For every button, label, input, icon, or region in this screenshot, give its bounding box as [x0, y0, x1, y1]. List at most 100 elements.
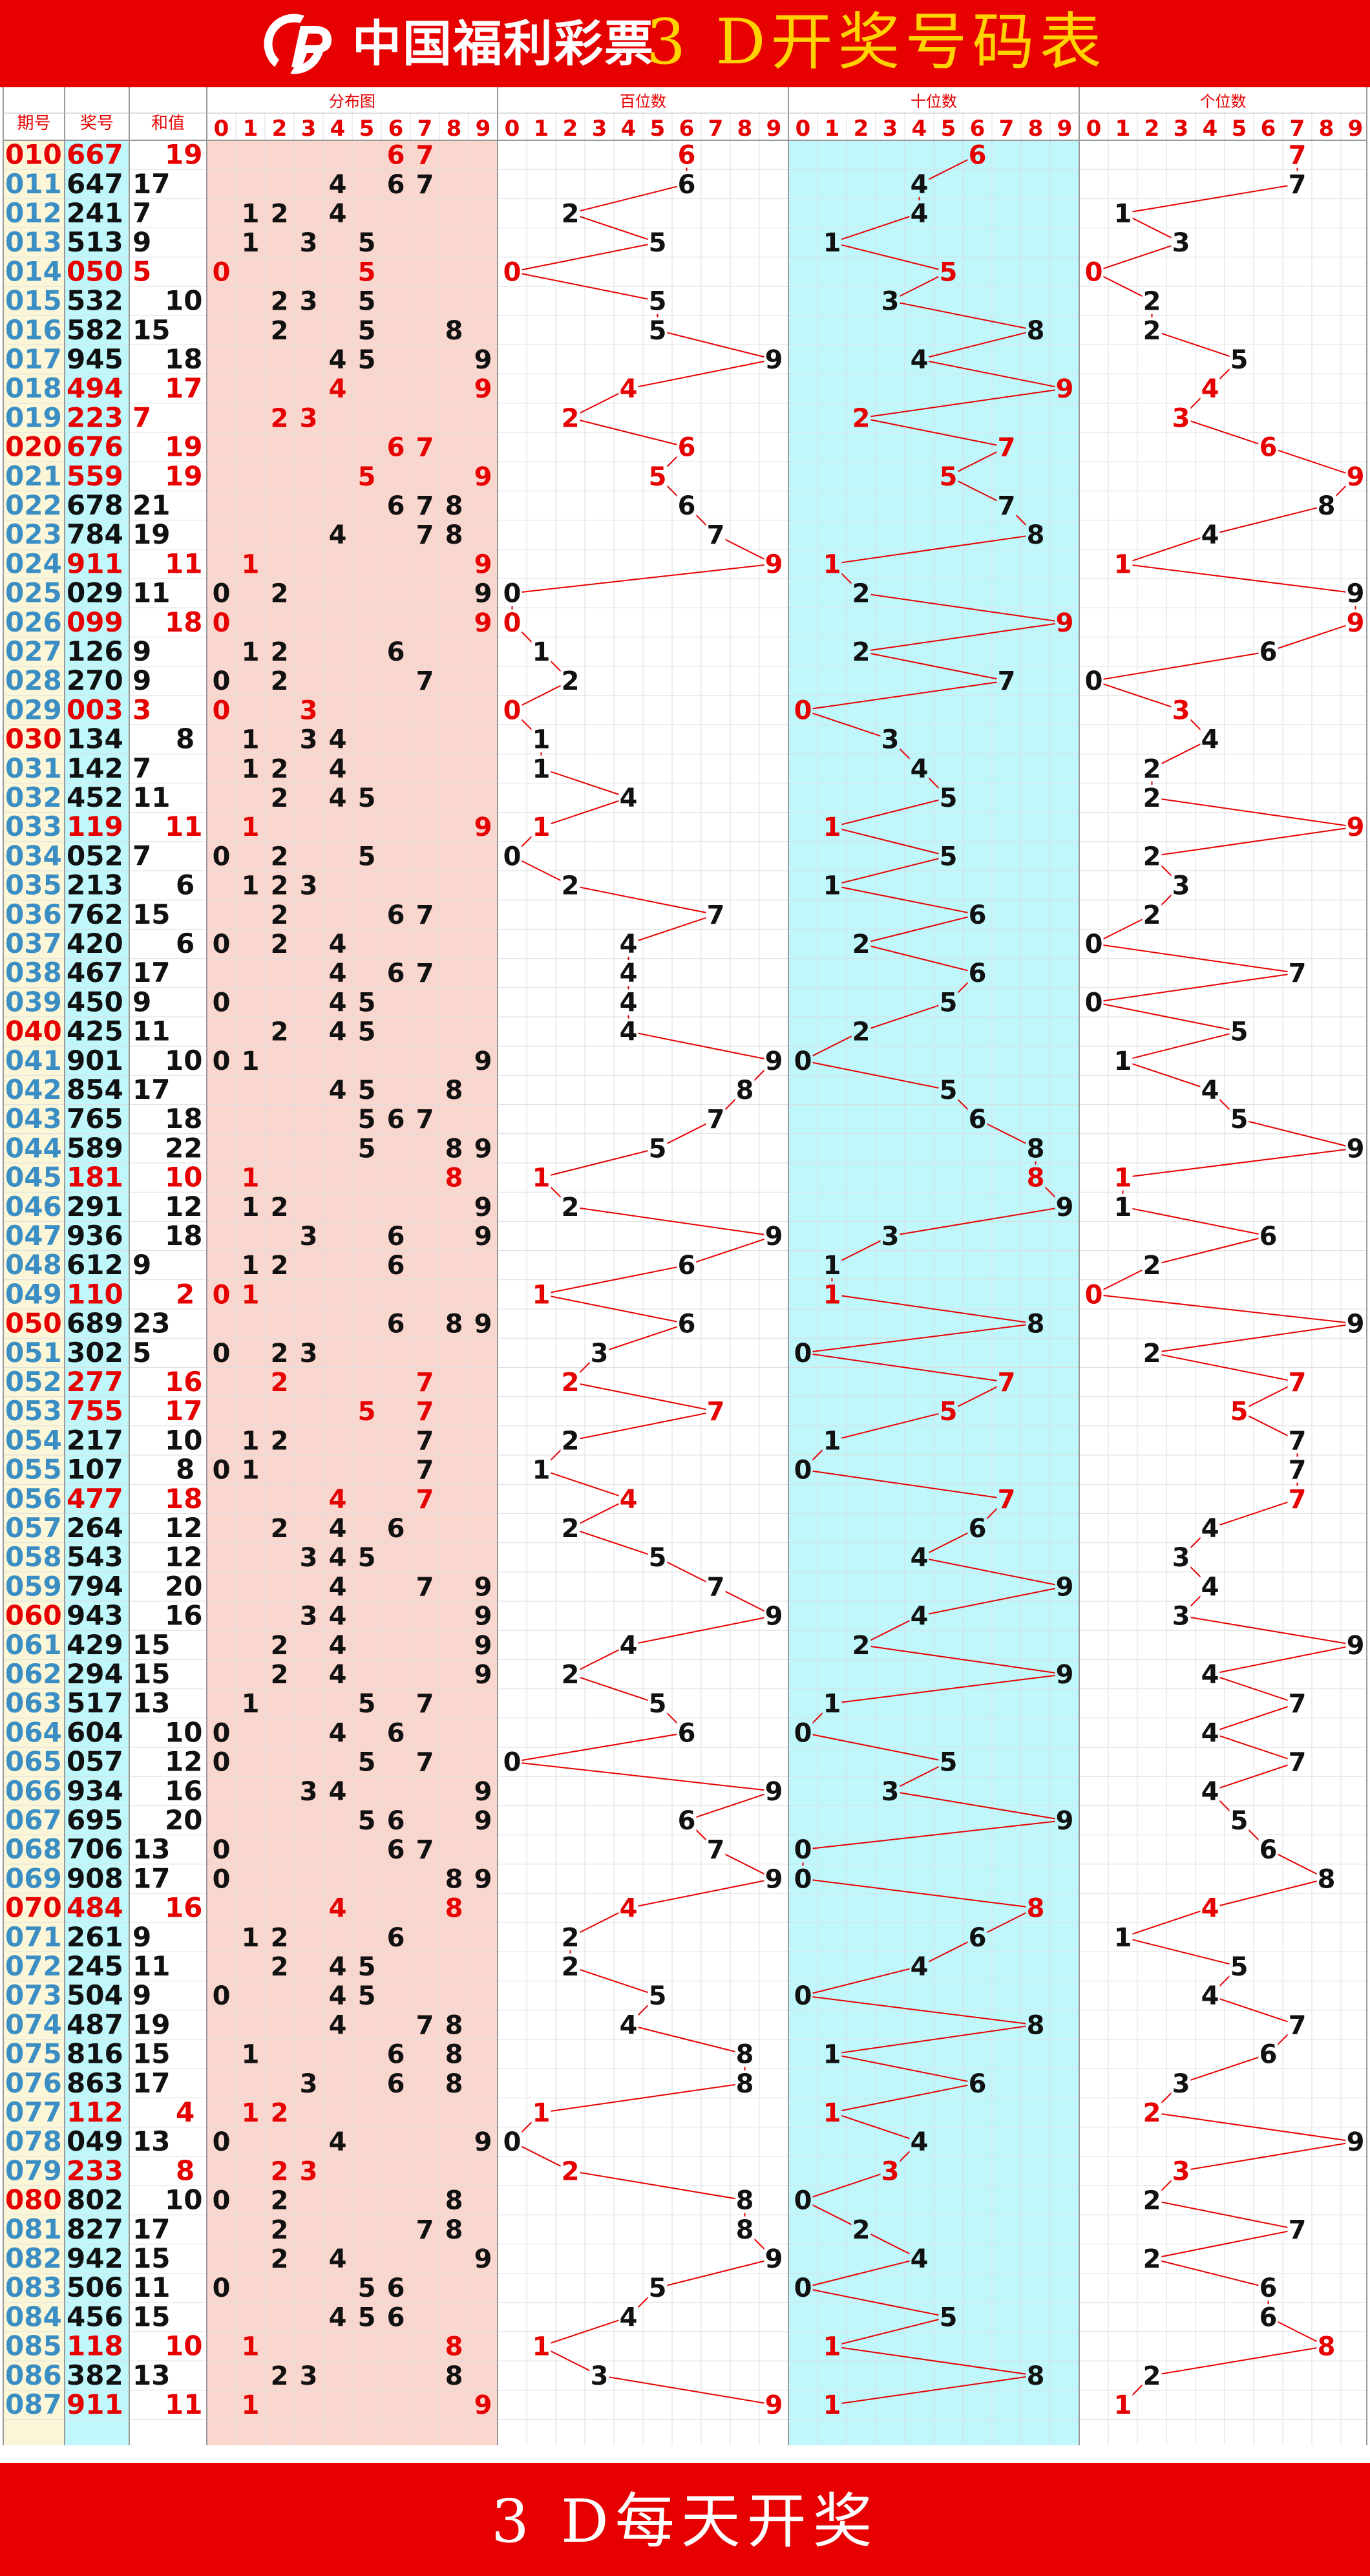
issue-column-header: 期号: [17, 114, 50, 133]
units-digit-mark: 3: [1172, 1602, 1190, 1632]
issue-number: 049: [5, 1278, 62, 1310]
units-digit-mark: 6: [1259, 1222, 1278, 1251]
draw-row: 051 302 5 30 2: [5, 1337, 317, 1368]
distribution-mark: 7: [416, 491, 434, 521]
distribution-mark: 5: [358, 287, 376, 317]
draw-row: 024 911 11 9 1: [5, 548, 492, 579]
tens-digit-header: 1: [825, 116, 840, 142]
winning-number: 589: [67, 1132, 123, 1164]
sum-value: 7: [132, 840, 151, 871]
issue-number: 013: [5, 226, 62, 258]
digit-mark-bg: [1055, 1193, 1075, 1220]
digit-mark-bg: [880, 726, 900, 752]
distribution-mark: 6: [387, 1718, 405, 1748]
tens-digit-mark: 3: [881, 725, 900, 755]
digit-mark-bg: [1258, 1223, 1278, 1249]
draw-row: 076 863 17 863: [5, 2067, 463, 2099]
sum-value: 17: [132, 957, 170, 988]
draw-row: 044 589 22 5 8 9: [5, 1132, 492, 1164]
units-digit-mark: 7: [1289, 170, 1307, 200]
units-digit-mark: 2: [1143, 842, 1161, 871]
winning-number: 794: [67, 1570, 123, 1602]
sum-value: 4: [176, 2096, 195, 2128]
sum-value: 17: [132, 1074, 170, 1105]
hundreds-digit-header: 5: [650, 116, 666, 142]
digit-mark-bg: [1345, 463, 1365, 489]
digit-mark-bg: [531, 755, 551, 782]
hundreds-digit-mark: 6: [678, 141, 696, 171]
distribution-mark: 2: [271, 900, 289, 930]
hundreds-digit-mark: 0: [503, 1748, 522, 1778]
sum-value: 6: [176, 928, 195, 959]
hundreds-digit-mark: 7: [707, 900, 725, 930]
tens-digit-mark: 1: [823, 813, 841, 842]
issue-number: 085: [5, 2330, 62, 2362]
hundreds-digit-mark: 5: [649, 287, 667, 317]
tens-digit-mark: 2: [852, 579, 870, 609]
winning-number: 504: [67, 1979, 123, 2011]
tens-digit-mark: 4: [911, 345, 929, 375]
tens-digit-header: 3: [883, 116, 898, 142]
distribution-mark: 8: [445, 1164, 463, 1193]
distribution-mark: 9: [474, 549, 492, 579]
digit-mark-bg: [1026, 1164, 1046, 1191]
tens-digit-mark: 6: [969, 1923, 987, 1953]
issue-number: 041: [5, 1045, 62, 1076]
hundreds-digit-mark: 7: [707, 1572, 725, 1602]
distribution-mark: 5: [358, 1543, 376, 1573]
tens-digit-mark: 1: [823, 2390, 841, 2420]
distribution-mark: 6: [387, 170, 405, 200]
hundreds-digit-mark: 2: [562, 1952, 580, 1982]
digit-mark-bg: [1026, 1895, 1046, 1921]
draw-row: 020 676 19 6 7: [5, 431, 434, 463]
distribution-mark: 6: [387, 1835, 405, 1865]
distribution-mark: 0: [213, 257, 231, 287]
tens-digit-mark: 9: [1056, 1572, 1074, 1602]
digit-mark-bg: [677, 1719, 697, 1746]
units-digit-mark: 7: [1289, 959, 1307, 988]
distribution-mark: 2: [271, 637, 289, 667]
issue-number: 076: [5, 2067, 62, 2099]
distribution-mark: 2: [271, 871, 289, 901]
issue-number: 021: [5, 460, 62, 492]
header-banner: 中国福利彩票 3 D开奖号码表: [0, 0, 1370, 87]
distribution-mark: 3: [300, 1777, 318, 1807]
distribution-mark: 4: [329, 1076, 347, 1105]
draw-row: 053 755 17 7 5: [5, 1395, 434, 1427]
hundreds-digit-mark: 8: [736, 2186, 754, 2216]
digit-mark-bg: [618, 989, 638, 1016]
tens-digit-mark: 8: [1027, 1894, 1045, 1924]
units-digit-mark: 0: [1085, 666, 1103, 696]
units-digit-mark: 5: [1230, 1806, 1249, 1836]
winning-number: 827: [67, 2213, 123, 2245]
tens-digit-mark: 6: [969, 900, 987, 930]
units-digit-mark: 1: [1114, 1193, 1132, 1222]
units-digit-mark: 3: [1172, 871, 1190, 901]
sum-value: 18: [165, 1103, 202, 1134]
winning-number: 245: [67, 1950, 123, 1982]
draw-row: 033 119 11 1 9: [5, 811, 492, 842]
winning-number: 029: [67, 577, 123, 609]
distribution-mark: 2: [271, 316, 289, 346]
units-digit-mark: 8: [1318, 1864, 1336, 1894]
distribution-mark: 1: [242, 549, 260, 579]
tens-digit-mark: 4: [911, 2127, 929, 2157]
digit-mark-bg: [967, 1924, 987, 1950]
distribution-mark: 7: [416, 2010, 434, 2040]
digit-mark-bg: [618, 1485, 638, 1512]
units-digit-mark: 4: [1201, 1076, 1219, 1105]
draw-row: 057 264 12 2 64: [5, 1512, 405, 1544]
digit-mark-bg: [909, 346, 929, 372]
digit-mark-bg: [677, 1310, 697, 1337]
winning-number: 667: [67, 139, 123, 171]
distribution-mark: 8: [445, 2215, 463, 2245]
tens-digit-header: 6: [970, 116, 985, 142]
distribution-mark: 4: [329, 1514, 347, 1544]
draw-row: 070 484 16 4 8: [5, 1892, 463, 1924]
distribution-mark: 8: [445, 1864, 463, 1894]
units-digit-mark: 2: [1143, 754, 1161, 784]
units-digit-mark: 1: [1114, 199, 1132, 229]
digit-mark-bg: [1229, 1953, 1249, 1979]
distribution-mark: 3: [300, 228, 318, 258]
issue-number: 060: [5, 1600, 62, 1632]
